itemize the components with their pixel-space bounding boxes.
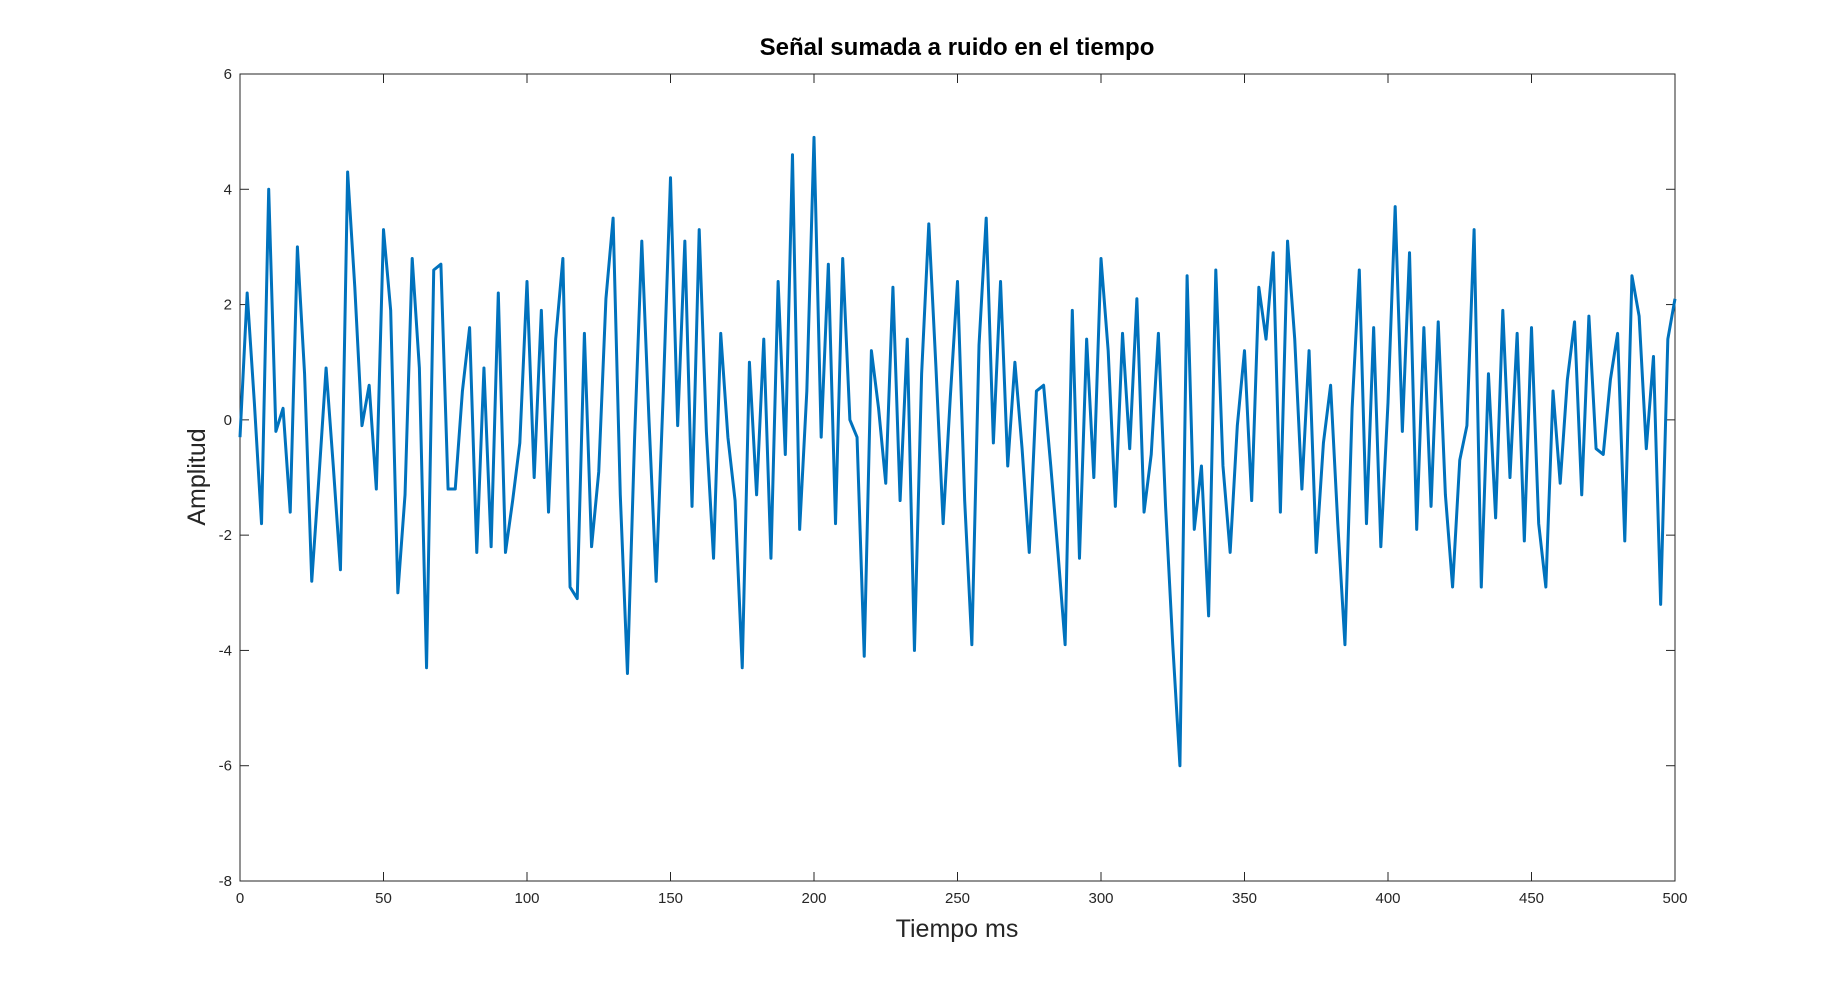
x-tick-label: 250: [945, 890, 970, 907]
y-tick-label: -8: [219, 873, 232, 890]
y-tick-label: 0: [224, 412, 232, 429]
y-tick-label: -2: [219, 527, 232, 544]
x-tick-label: 0: [236, 890, 244, 907]
y-tick-label: -6: [219, 758, 232, 775]
x-tick-label: 300: [1088, 890, 1113, 907]
x-tick-label: 400: [1375, 890, 1400, 907]
y-axis-label: Amplitud: [183, 428, 211, 525]
x-tick-label: 200: [801, 890, 826, 907]
y-tick-label: 2: [224, 297, 232, 314]
x-tick-label: 50: [375, 890, 392, 907]
signal-line: [238, 135, 1677, 768]
x-tick-label: 350: [1232, 890, 1257, 907]
y-tick-label: 4: [224, 181, 232, 198]
x-tick-label: 450: [1519, 890, 1544, 907]
x-tick-label: 500: [1662, 890, 1687, 907]
x-tick-label: 150: [658, 890, 683, 907]
y-tick-label: -4: [219, 642, 232, 659]
x-tick-label: 100: [514, 890, 539, 907]
y-tick-label: 6: [224, 66, 232, 83]
axes-box: [239, 73, 1676, 882]
x-axis-label: Tiempo ms: [896, 915, 1019, 943]
chart-title: Señal sumada a ruido en el tiempo: [760, 34, 1155, 61]
